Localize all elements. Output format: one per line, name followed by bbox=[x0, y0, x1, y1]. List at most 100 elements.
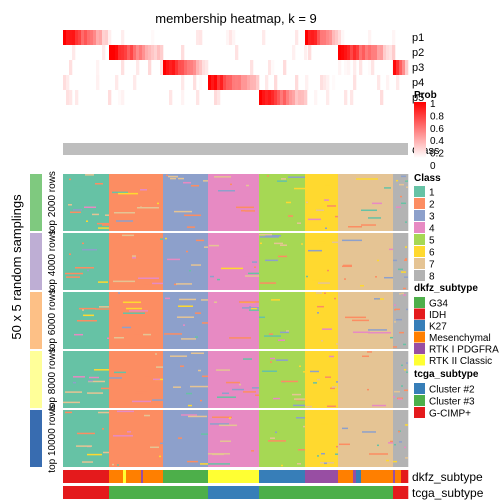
annotation-cell bbox=[395, 470, 402, 483]
block-noise-stripe bbox=[145, 376, 150, 379]
prob-cell bbox=[314, 90, 318, 105]
prob-cell bbox=[392, 30, 396, 45]
prob-cell bbox=[96, 60, 100, 75]
prob-cell bbox=[353, 60, 357, 75]
block-noise-stripe bbox=[132, 400, 151, 403]
prob-cell bbox=[102, 30, 106, 45]
block-noise-stripe bbox=[391, 256, 393, 259]
block-noise-stripe bbox=[191, 184, 199, 187]
prob-cell bbox=[344, 90, 348, 105]
chart-title: membership heatmap, k = 9 bbox=[155, 11, 317, 26]
block-noise-stripe bbox=[294, 398, 305, 400]
block-noise-stripe bbox=[275, 431, 277, 434]
prob-cell bbox=[338, 60, 342, 75]
block-noise-stripe bbox=[150, 446, 159, 449]
block-side-annotation bbox=[30, 351, 42, 408]
block-class-segment bbox=[208, 410, 260, 467]
prob-cell bbox=[286, 90, 290, 105]
prob-cell bbox=[96, 30, 100, 45]
block-noise-stripe bbox=[249, 306, 251, 308]
prob-cell bbox=[380, 45, 384, 60]
class-legend-swatch bbox=[414, 246, 425, 257]
block-noise-stripe bbox=[329, 355, 334, 358]
block-noise-stripe bbox=[321, 340, 323, 342]
dkfz-legend-label: RTK I PDGFRA bbox=[429, 345, 499, 356]
class-legend-label: 1 bbox=[429, 188, 435, 199]
block-noise-stripe bbox=[88, 380, 105, 383]
prob-cell bbox=[304, 45, 308, 60]
prob-cell bbox=[380, 90, 384, 105]
block-noise-stripe bbox=[89, 376, 99, 379]
block-noise-stripe bbox=[165, 297, 170, 300]
block-noise-stripe bbox=[73, 376, 85, 378]
block-noise-stripe bbox=[187, 226, 195, 228]
prob-cell bbox=[265, 90, 269, 105]
block-noise-stripe bbox=[406, 186, 408, 188]
block-noise-stripe bbox=[316, 209, 324, 212]
block-noise-stripe bbox=[140, 189, 147, 191]
block-noise-stripe bbox=[301, 243, 303, 245]
block-noise-stripe bbox=[281, 178, 286, 180]
block-noise-stripe bbox=[135, 393, 143, 396]
annotation-cell bbox=[63, 486, 110, 499]
tcga-legend-label: Cluster #2 bbox=[429, 385, 475, 396]
block-noise-stripe bbox=[404, 446, 406, 449]
block-noise-stripe bbox=[384, 276, 393, 279]
block-noise-stripe bbox=[201, 433, 208, 435]
dkfz-legend-swatch bbox=[414, 297, 425, 308]
dkfz-legend-title: dkfz_subtype bbox=[414, 283, 478, 294]
dkfz-legend-label: RTK II Classic bbox=[429, 356, 492, 367]
block-noise-stripe bbox=[103, 451, 109, 454]
block-noise-stripe bbox=[276, 359, 288, 361]
annotation-cell bbox=[141, 470, 144, 483]
prob-legend-tick: 0.4 bbox=[430, 136, 444, 147]
annotation-cell bbox=[63, 470, 110, 483]
prob-cell bbox=[226, 75, 230, 90]
prob-cell bbox=[166, 60, 170, 75]
block-noise-stripe bbox=[83, 314, 94, 317]
dkfz-legend-swatch bbox=[414, 354, 425, 366]
block-noise-stripe bbox=[251, 308, 257, 310]
block-noise-stripe bbox=[324, 292, 326, 294]
block-noise-stripe bbox=[77, 319, 97, 322]
prob-cell bbox=[347, 45, 351, 60]
block-label: top 2000 rows bbox=[47, 171, 58, 234]
block-noise-stripe bbox=[332, 241, 338, 244]
block-noise-stripe bbox=[144, 414, 150, 417]
block-noise-stripe bbox=[399, 183, 404, 186]
prob-cell bbox=[344, 45, 348, 60]
block-noise-stripe bbox=[248, 272, 259, 275]
block-noise-stripe bbox=[156, 366, 163, 368]
prob-cell bbox=[145, 45, 149, 60]
block-noise-stripe bbox=[222, 392, 229, 395]
prob-cell bbox=[139, 45, 143, 60]
block-noise-stripe bbox=[223, 225, 229, 227]
prob-cell bbox=[295, 90, 299, 105]
block-noise-stripe bbox=[271, 299, 280, 301]
block-noise-stripe bbox=[262, 370, 277, 372]
block-noise-stripe bbox=[82, 248, 97, 251]
block-noise-stripe bbox=[218, 189, 235, 192]
block-noise-stripe bbox=[288, 215, 293, 217]
class-legend-swatch bbox=[414, 198, 425, 209]
prob-cell bbox=[402, 60, 406, 75]
block-noise-stripe bbox=[92, 213, 99, 216]
prob-cell bbox=[199, 75, 203, 90]
prob-cell bbox=[78, 30, 82, 45]
block-noise-stripe bbox=[406, 362, 408, 364]
block-noise-stripe bbox=[82, 242, 84, 245]
dkfz-legend-label: IDH bbox=[429, 310, 446, 321]
block-noise-stripe bbox=[405, 424, 408, 426]
block-label: top 4000 rows bbox=[47, 230, 58, 293]
prob-row-label: p3 bbox=[412, 62, 424, 74]
block-noise-stripe bbox=[178, 305, 193, 307]
block-noise-stripe bbox=[212, 453, 224, 456]
block-noise-stripe bbox=[382, 185, 391, 187]
annotation-cell bbox=[361, 470, 394, 483]
prob-cell bbox=[157, 45, 161, 60]
block-noise-stripe bbox=[82, 461, 93, 463]
prob-cell bbox=[190, 60, 194, 75]
prob-cell bbox=[268, 60, 272, 75]
prob-cell bbox=[115, 75, 119, 90]
